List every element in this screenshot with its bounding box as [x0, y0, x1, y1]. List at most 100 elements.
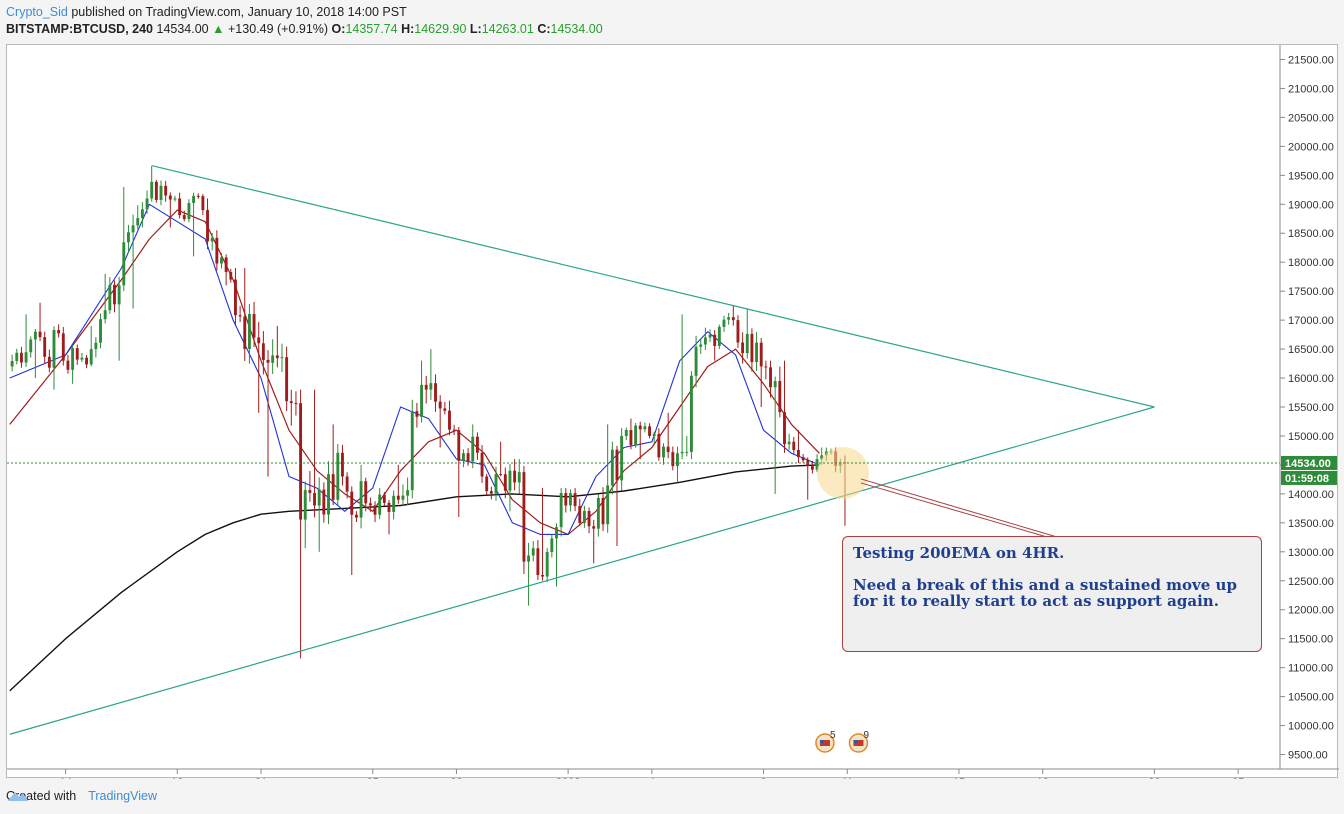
moving-averages: [9, 203, 820, 692]
candle-down: [522, 472, 526, 562]
price-tick-label: 20000.00: [1288, 141, 1334, 153]
candle-up: [99, 319, 102, 343]
flag-canton-icon: [819, 740, 824, 743]
annotation-callout[interactable]: Testing 200EMA on 4HR. Need a break of t…: [842, 536, 1262, 652]
candle-down: [489, 491, 493, 494]
candle-down: [229, 272, 233, 280]
candle-up: [685, 451, 689, 453]
candle-down: [266, 359, 270, 363]
candle-down: [783, 412, 786, 445]
time-tick-label: 25: [1232, 777, 1244, 779]
candle-down: [438, 401, 442, 409]
author-link[interactable]: Crypto_Sid: [6, 5, 68, 19]
trendlines[interactable]: [9, 165, 1155, 735]
candle-up: [80, 357, 84, 360]
candle-up: [745, 333, 749, 354]
candle-up: [531, 548, 535, 556]
candle-down: [299, 403, 303, 520]
open-label: O:: [331, 22, 346, 36]
price-tick-label: 13500.00: [1288, 518, 1334, 530]
candle-down: [182, 215, 186, 220]
candle-down: [499, 474, 503, 476]
candle-down: [341, 452, 344, 477]
candle-up: [545, 551, 549, 577]
price-tick-label: 19500.00: [1288, 170, 1334, 182]
candle-up: [71, 348, 75, 370]
candle-down: [713, 334, 717, 346]
candle-up: [643, 426, 647, 430]
price-tick-label: 20500.00: [1288, 112, 1334, 124]
price-tick-label: 15000.00: [1288, 431, 1334, 443]
candle-down: [331, 474, 335, 500]
time-tick-label: 2018: [556, 777, 580, 779]
candle-up: [126, 232, 130, 243]
candle-up: [773, 381, 777, 388]
price-tick-label: 17500.00: [1288, 286, 1334, 298]
candle-down: [769, 367, 772, 388]
candle-down: [261, 343, 265, 360]
candle-up: [94, 342, 98, 350]
candle-up: [247, 314, 251, 349]
candle-down: [215, 237, 219, 264]
candle-down: [47, 356, 51, 368]
price-tick-label: 10000.00: [1288, 721, 1334, 733]
candle-down: [364, 481, 368, 504]
candle-down: [592, 526, 596, 529]
trendline-ascending[interactable]: [9, 406, 1155, 735]
candle-up: [815, 459, 819, 470]
trendline-descending[interactable]: [152, 165, 1155, 408]
time-tick-label: 18: [1037, 777, 1049, 779]
callout-pointer: [860, 482, 1048, 538]
open-value: 14357.74: [345, 22, 398, 36]
axes: 9500.00 10000.00 10500.00 11000.00 11500.00 1…: [7, 45, 1339, 779]
ema-200-line: [9, 464, 820, 692]
candle-down: [424, 384, 428, 390]
time-tick-label: 18: [171, 777, 183, 779]
candle-down: [810, 466, 814, 470]
price-tick-label: 18500.00: [1288, 228, 1334, 240]
price-tick-label: 15500.00: [1288, 402, 1334, 414]
candle-down: [648, 426, 651, 436]
candle-up: [410, 411, 414, 491]
time-tick-label: 14: [60, 777, 72, 779]
candle-down: [257, 337, 261, 344]
candle-up: [420, 384, 424, 417]
candle-down: [731, 317, 735, 321]
candle-up: [624, 430, 628, 436]
candle-down: [19, 352, 23, 363]
candle-down: [601, 497, 605, 525]
candle-up: [303, 490, 307, 520]
candle-down: [178, 198, 182, 216]
candle-down: [750, 333, 754, 363]
candle-up: [708, 334, 712, 338]
candle-down: [285, 357, 289, 402]
candle-down: [113, 284, 116, 305]
candle-down: [448, 410, 451, 430]
candle-down: [466, 453, 470, 462]
candle-down: [206, 210, 209, 242]
candle-up: [159, 185, 163, 200]
candle-up: [676, 453, 679, 467]
candle-down: [457, 430, 461, 461]
last-price-tag: [1281, 455, 1337, 470]
candle-up: [406, 490, 410, 496]
flag-stripes-icon: [819, 740, 830, 746]
candle-up: [461, 453, 465, 461]
tradingview-link[interactable]: TradingView: [88, 789, 157, 803]
candle-down: [671, 452, 675, 467]
ema-mid-line: [9, 209, 820, 535]
countdown-tag: [1281, 470, 1337, 485]
candle-up: [131, 225, 135, 233]
symbol-label[interactable]: BITSTAMP:BTCUSD, 240: [6, 22, 154, 36]
candle-down: [443, 408, 447, 411]
candle-up: [652, 433, 656, 436]
high-label: H:: [401, 22, 415, 36]
candle-down: [434, 383, 437, 402]
candle-up: [140, 209, 144, 219]
candle-down: [313, 492, 316, 506]
candle-down: [154, 181, 158, 200]
candle-down: [415, 411, 419, 417]
candle-down: [38, 331, 42, 338]
